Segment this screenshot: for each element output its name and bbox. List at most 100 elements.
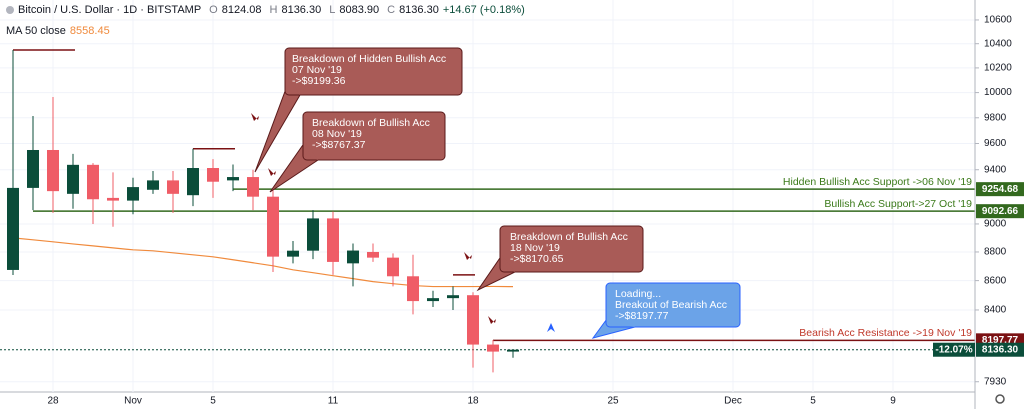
candle-body	[47, 149, 59, 192]
status-dot	[6, 6, 14, 14]
symbol: Bitcoin / U.S. Dollar · 1D · BITSTAMP	[18, 4, 202, 16]
candle-body	[107, 197, 119, 201]
candle-body	[347, 250, 359, 264]
x-tick-label: 18	[467, 396, 479, 407]
candle-body	[127, 187, 139, 201]
callout-text: Breakout of Bearish Acc	[615, 299, 727, 311]
signal-icon	[464, 252, 472, 260]
y-tick-label: 9600	[984, 138, 1007, 149]
callout-text: ->$8767.37	[312, 139, 366, 151]
ohlc-value: 8136.30	[399, 4, 439, 16]
candle-body	[267, 196, 279, 257]
y-tick-label: 8400	[984, 305, 1007, 316]
callout-text: Breakdown of Hidden Bullish Acc	[292, 53, 446, 65]
callout-text: 07 Nov '19	[292, 64, 342, 76]
y-tick-label: 10000	[984, 87, 1012, 98]
candle-body	[367, 251, 379, 258]
candle-body	[467, 295, 479, 345]
candle-body	[307, 218, 319, 251]
callout-text: 18 Nov '19	[510, 242, 560, 254]
change: +14.67 (+0.18%)	[442, 4, 525, 16]
x-tick-label: 28	[47, 396, 59, 407]
ohlc-value: 8124.08	[221, 4, 262, 16]
y-tick-label: 8800	[984, 247, 1007, 258]
x-tick-label: 9	[890, 396, 896, 407]
candle-body	[27, 149, 39, 188]
x-tick-label: 5	[810, 396, 816, 407]
callout-text: Breakdown of Bullish Acc	[510, 231, 628, 243]
callout-tail-cover	[305, 142, 318, 160]
ohlc-key: O	[209, 4, 218, 16]
signal-icon	[268, 168, 276, 176]
price-label-box	[976, 342, 1024, 357]
ohlc-value: 8083.90	[339, 4, 380, 16]
price-label: 9254.68	[982, 184, 1019, 195]
callout-text: ->$8170.65	[510, 253, 564, 265]
candle-body	[327, 218, 339, 262]
candle-body	[147, 180, 159, 190]
y-tick-label: 9800	[984, 112, 1007, 123]
candle-body	[227, 177, 239, 181]
ohlc-key: L	[329, 4, 336, 16]
x-tick-label: 25	[607, 396, 619, 407]
price-label-box	[976, 182, 1024, 197]
callout-box	[499, 225, 644, 273]
signal-icon	[547, 323, 555, 332]
callout-text: ->$9199.36	[292, 75, 346, 87]
ma-name: MA 50 close	[6, 25, 66, 37]
candle-body	[507, 349, 519, 352]
candle-body	[207, 168, 219, 182]
settings-icon[interactable]	[995, 394, 1005, 404]
candle-body	[247, 177, 259, 197]
candle-body	[407, 276, 419, 302]
level-label: Bearish Acc Resistance ->19 Nov '19	[799, 327, 972, 339]
price-label-box	[976, 204, 1024, 219]
level-label: Bullish Acc Support->27 Oct '19	[824, 198, 972, 210]
y-tick-label: 7930	[984, 376, 1007, 387]
y-tick-label: 10200	[984, 63, 1012, 74]
price-label: 8197.77	[982, 335, 1019, 346]
candle-body	[287, 250, 299, 257]
callout-box	[284, 47, 463, 96]
y-tick-label: 8600	[984, 275, 1007, 286]
callout-box	[302, 111, 446, 161]
ohlc-key: C	[387, 4, 396, 16]
price-label: 9092.66	[982, 206, 1019, 217]
candle-body	[167, 180, 179, 194]
x-tick-label: 11	[328, 396, 339, 407]
candle-body	[7, 187, 19, 270]
ohlc-value: 8136.30	[281, 4, 322, 16]
callout-text: 08 Nov '19	[312, 128, 362, 140]
level-label: Hidden Bullish Acc Support ->06 Nov '19	[783, 176, 972, 188]
x-tick-label: 5	[210, 396, 216, 407]
candle-body	[447, 295, 459, 299]
y-tick-label: 9400	[984, 164, 1007, 175]
signal-icon	[488, 316, 496, 324]
candle-body	[87, 164, 99, 200]
change-box	[933, 342, 975, 357]
ma-value: 8558.45	[69, 25, 110, 37]
candle-body	[427, 298, 439, 302]
candle-body	[387, 257, 399, 277]
ma-line	[12, 237, 514, 288]
change-label: -12.07%	[935, 344, 972, 355]
ma-legend: MA 50 close 8558.45	[6, 25, 110, 37]
candle-body	[67, 164, 79, 194]
ohlc-key: H	[269, 4, 278, 16]
callout-text: Loading...	[615, 288, 661, 300]
callout-tail-cover	[612, 312, 635, 327]
x-tick-label: Nov	[124, 396, 142, 407]
callout-text: Breakdown of Bullish Acc	[312, 117, 430, 129]
price-label: 8136.30	[982, 344, 1019, 355]
callout-text: ->$8197.77	[615, 310, 669, 322]
callout-tail-cover	[290, 78, 300, 95]
candle-body	[187, 168, 199, 196]
y-tick-label: 9000	[984, 219, 1007, 230]
y-tick-label: 10400	[984, 38, 1012, 49]
x-tick-label: Dec	[724, 396, 742, 407]
signal-icon	[251, 113, 259, 121]
candle-body	[487, 344, 499, 352]
